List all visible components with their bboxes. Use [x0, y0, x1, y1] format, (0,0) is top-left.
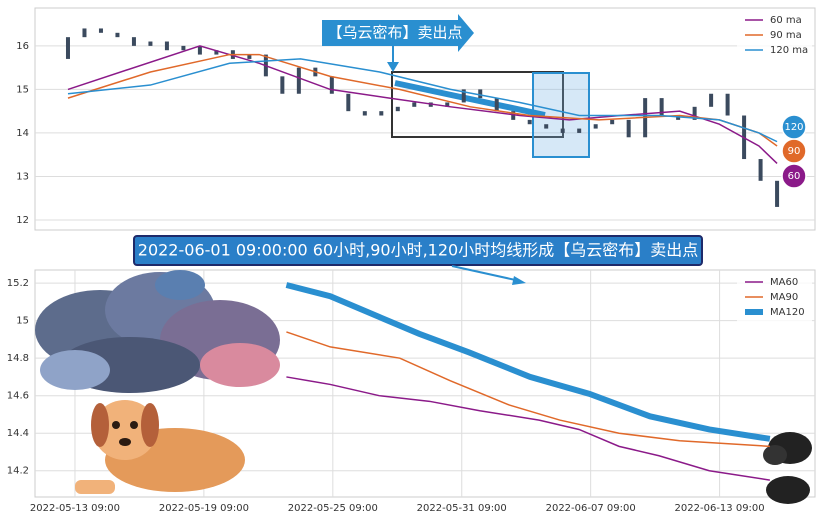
y-tick-label: 15.2	[7, 278, 29, 289]
candle	[659, 98, 664, 116]
callout-pointer-head	[387, 62, 399, 72]
end-badge	[781, 114, 807, 140]
candle	[709, 93, 714, 107]
callout-arrow	[322, 14, 474, 52]
end-badge	[781, 163, 807, 189]
candle	[362, 111, 367, 116]
y-tick-label: 14.2	[7, 466, 29, 477]
y-tick-label: 13	[16, 171, 29, 182]
x-tick-label: 2022-05-13 09:00	[30, 503, 120, 514]
legend-label: 90 ma	[770, 30, 802, 41]
x-tick-label: 2022-05-19 09:00	[159, 503, 249, 514]
candle	[98, 28, 103, 33]
x-tick-label: 2022-06-13 09:00	[675, 503, 765, 514]
dark-cloud-icons	[763, 432, 812, 504]
y-tick-label: 12	[16, 215, 29, 226]
candle	[82, 28, 87, 38]
candle	[280, 76, 285, 94]
ma-line	[67, 45, 778, 164]
banner-text: 2022-06-01 09:00:00 60小时,90小时,120小时均线形成【…	[138, 241, 698, 260]
dog-illustration	[75, 400, 245, 494]
candle	[247, 54, 252, 59]
end-badge-label: 90	[788, 146, 801, 157]
candle	[115, 32, 120, 38]
candle	[164, 41, 169, 51]
ma-line	[286, 376, 770, 481]
candle	[197, 45, 202, 55]
candle	[461, 89, 466, 103]
banner-pointer-head	[512, 276, 526, 285]
candle	[445, 102, 450, 107]
ma-line	[285, 282, 771, 442]
candle	[214, 50, 219, 55]
banner-pointer	[451, 265, 521, 282]
x-tick-label: 2022-05-25 09:00	[288, 503, 378, 514]
y-tick-label: 14	[16, 128, 29, 139]
y-tick-label: 14.6	[7, 391, 29, 402]
callout-text: 【乌云密布】卖出点	[327, 24, 462, 42]
candle	[676, 115, 681, 120]
candle	[626, 119, 631, 138]
highlight-line	[394, 80, 546, 118]
candle	[131, 37, 136, 46]
ma-line	[67, 58, 778, 143]
candle	[758, 159, 763, 181]
end-badge-label: 60	[788, 171, 801, 182]
candle	[478, 89, 483, 99]
candle	[494, 98, 499, 112]
x-tick-label: 2022-05-31 09:00	[417, 503, 507, 514]
legend-label: 120 ma	[770, 45, 808, 56]
legend-label: MA90	[770, 292, 798, 303]
candle	[610, 119, 615, 125]
candle	[148, 41, 153, 46]
pattern-box	[391, 71, 564, 138]
candle	[692, 106, 697, 120]
cloud-illustration	[35, 270, 280, 393]
banner	[133, 235, 703, 266]
candle	[527, 119, 532, 125]
candle	[395, 106, 400, 112]
y-tick-label: 16	[16, 41, 29, 52]
ma-line	[286, 331, 770, 448]
candle	[560, 128, 565, 133]
candle	[65, 37, 70, 59]
candle	[511, 111, 516, 120]
candle	[346, 93, 351, 112]
candle	[544, 124, 549, 129]
y-tick-label: 15	[16, 316, 29, 327]
candle	[329, 76, 334, 94]
candle	[412, 102, 417, 107]
legend-label: MA60	[770, 277, 798, 288]
candle	[181, 45, 186, 51]
end-badge-label: 120	[784, 122, 803, 133]
candle	[593, 124, 598, 129]
y-tick-label: 14.8	[7, 353, 29, 364]
x-tick-label: 2022-06-07 09:00	[546, 503, 636, 514]
y-tick-label: 14.4	[7, 428, 29, 439]
candle	[775, 180, 780, 207]
candle	[379, 111, 384, 116]
legend-label: 60 ma	[770, 15, 802, 26]
legend-label: MA120	[770, 307, 805, 318]
y-tick-label: 15	[16, 84, 29, 95]
candle	[725, 93, 730, 116]
candle	[577, 128, 582, 133]
decorations: 【乌云密布】卖出点 2022-06-01 09:00:00 60小时,90小时,…	[35, 14, 812, 504]
candle	[296, 67, 301, 94]
